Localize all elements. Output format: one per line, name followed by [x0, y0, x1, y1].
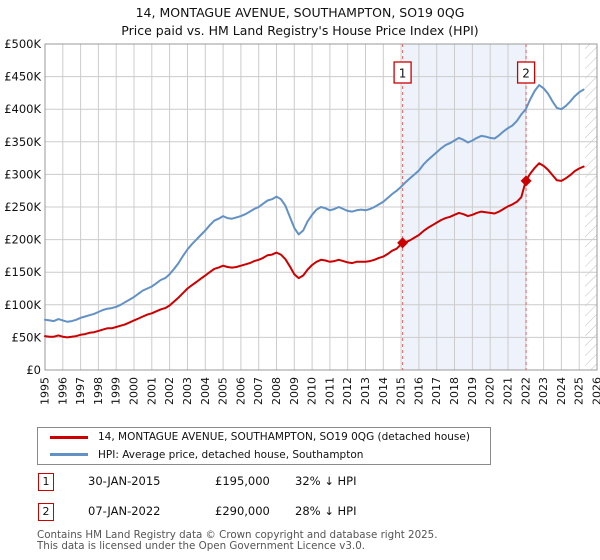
legend: 14, MONTAGUE AVENUE, SOUTHAMPTON, SO19 0… — [37, 427, 491, 465]
sale-2-date: 07-JAN-2022 — [88, 504, 161, 518]
sale-point-marker-1 — [397, 237, 409, 249]
svg-text:1999: 1999 — [110, 377, 123, 405]
svg-text:£50K: £50K — [12, 330, 42, 344]
sale-1-date: 30-JAN-2015 — [88, 474, 161, 488]
hpi-line-swatch — [50, 453, 88, 457]
price-history-chart: 1 2 £0 £50K £100K £150K £200K £250K £300K £350K £4… — [4, 37, 600, 405]
svg-text:2004: 2004 — [199, 377, 212, 405]
svg-text:2014: 2014 — [377, 377, 390, 405]
legend-item-hpi: HPI: Average price, detached house, Sout… — [38, 448, 490, 463]
svg-text:2020: 2020 — [484, 377, 497, 405]
sale-2-number-badge: 2 — [38, 503, 54, 521]
svg-text:2022: 2022 — [519, 377, 532, 405]
svg-text:1998: 1998 — [92, 377, 105, 405]
legend-label-hpi: HPI: Average price, detached house, Sout… — [98, 448, 364, 461]
svg-text:2024: 2024 — [555, 377, 568, 405]
svg-text:£350K: £350K — [4, 135, 41, 149]
svg-text:1996: 1996 — [56, 377, 69, 405]
svg-text:2015: 2015 — [395, 377, 408, 405]
svg-text:£500K: £500K — [4, 37, 41, 51]
svg-text:£300K: £300K — [4, 167, 41, 181]
svg-text:£400K: £400K — [4, 102, 41, 116]
svg-text:2006: 2006 — [234, 377, 247, 405]
svg-text:£250K: £250K — [4, 200, 41, 214]
svg-text:2011: 2011 — [323, 377, 336, 405]
svg-text:2019: 2019 — [466, 377, 479, 405]
svg-text:2016: 2016 — [412, 377, 425, 405]
price-line-swatch — [50, 435, 88, 439]
svg-text:2001: 2001 — [145, 377, 158, 405]
sale-flag-number-1: 1 — [399, 67, 407, 81]
svg-text:2009: 2009 — [288, 377, 301, 405]
svg-text:1995: 1995 — [39, 377, 52, 405]
svg-text:1997: 1997 — [74, 377, 87, 405]
sale-2-price: £290,000 — [215, 504, 270, 518]
page-subtitle: Price paid vs. HM Land Registry's House … — [121, 23, 479, 38]
svg-text:£450K: £450K — [4, 70, 41, 84]
svg-text:2025: 2025 — [573, 377, 586, 405]
svg-text:2026: 2026 — [591, 377, 600, 405]
sale-point-marker-2 — [520, 175, 532, 187]
svg-text:2005: 2005 — [217, 377, 230, 405]
plot-border — [44, 43, 598, 371]
svg-text:2008: 2008 — [270, 377, 283, 405]
hpi-line — [44, 84, 585, 323]
sale-2-hpi-delta: 28% ↓ HPI — [295, 504, 357, 518]
svg-text:2013: 2013 — [359, 377, 372, 405]
svg-text:£150K: £150K — [4, 265, 41, 279]
svg-text:2007: 2007 — [252, 377, 265, 405]
svg-text:2003: 2003 — [181, 377, 194, 405]
svg-text:2000: 2000 — [128, 377, 141, 405]
copyright-line: Contains HM Land Registry data © Crown c… — [37, 529, 438, 541]
svg-text:2010: 2010 — [306, 377, 319, 405]
svg-text:£0: £0 — [26, 363, 41, 377]
y-axis-labels: £0 £50K £100K £150K £200K £250K £300K £350K £400… — [4, 37, 41, 377]
licence-line: This data is licensed under the Open Gov… — [37, 540, 366, 552]
page-title: 14, MONTAGUE AVENUE, SOUTHAMPTON, SO19 0… — [135, 5, 465, 20]
svg-text:2017: 2017 — [430, 377, 443, 405]
svg-text:£100K: £100K — [4, 298, 41, 312]
x-axis-labels: 1995 1996 1997 1998 1999 2000 2001 2002 2003 2004… — [39, 377, 600, 405]
sale-annotation-row-1: 1 30-JAN-2015 £195,000 32% ↓ HPI — [38, 473, 578, 491]
price-paid-line — [44, 162, 585, 339]
sale-flag-number-2: 2 — [522, 67, 530, 81]
legend-label-price: 14, MONTAGUE AVENUE, SOUTHAMPTON, SO19 0… — [98, 431, 470, 444]
sale-1-price: £195,000 — [215, 474, 270, 488]
sale-1-number-badge: 1 — [38, 473, 54, 491]
sale-flag-box-1 — [393, 61, 412, 84]
svg-text:2002: 2002 — [163, 377, 176, 405]
svg-text:£200K: £200K — [4, 233, 41, 247]
legend-item-price: 14, MONTAGUE AVENUE, SOUTHAMPTON, SO19 0… — [38, 430, 490, 445]
svg-text:2023: 2023 — [537, 377, 550, 405]
sale-annotation-row-2: 2 07-JAN-2022 £290,000 28% ↓ HPI — [38, 503, 578, 521]
sale-flag-box-2 — [516, 61, 536, 84]
svg-text:2018: 2018 — [448, 377, 461, 405]
svg-text:2021: 2021 — [502, 377, 515, 405]
sale-1-hpi-delta: 32% ↓ HPI — [295, 474, 357, 488]
svg-text:2012: 2012 — [341, 377, 354, 405]
